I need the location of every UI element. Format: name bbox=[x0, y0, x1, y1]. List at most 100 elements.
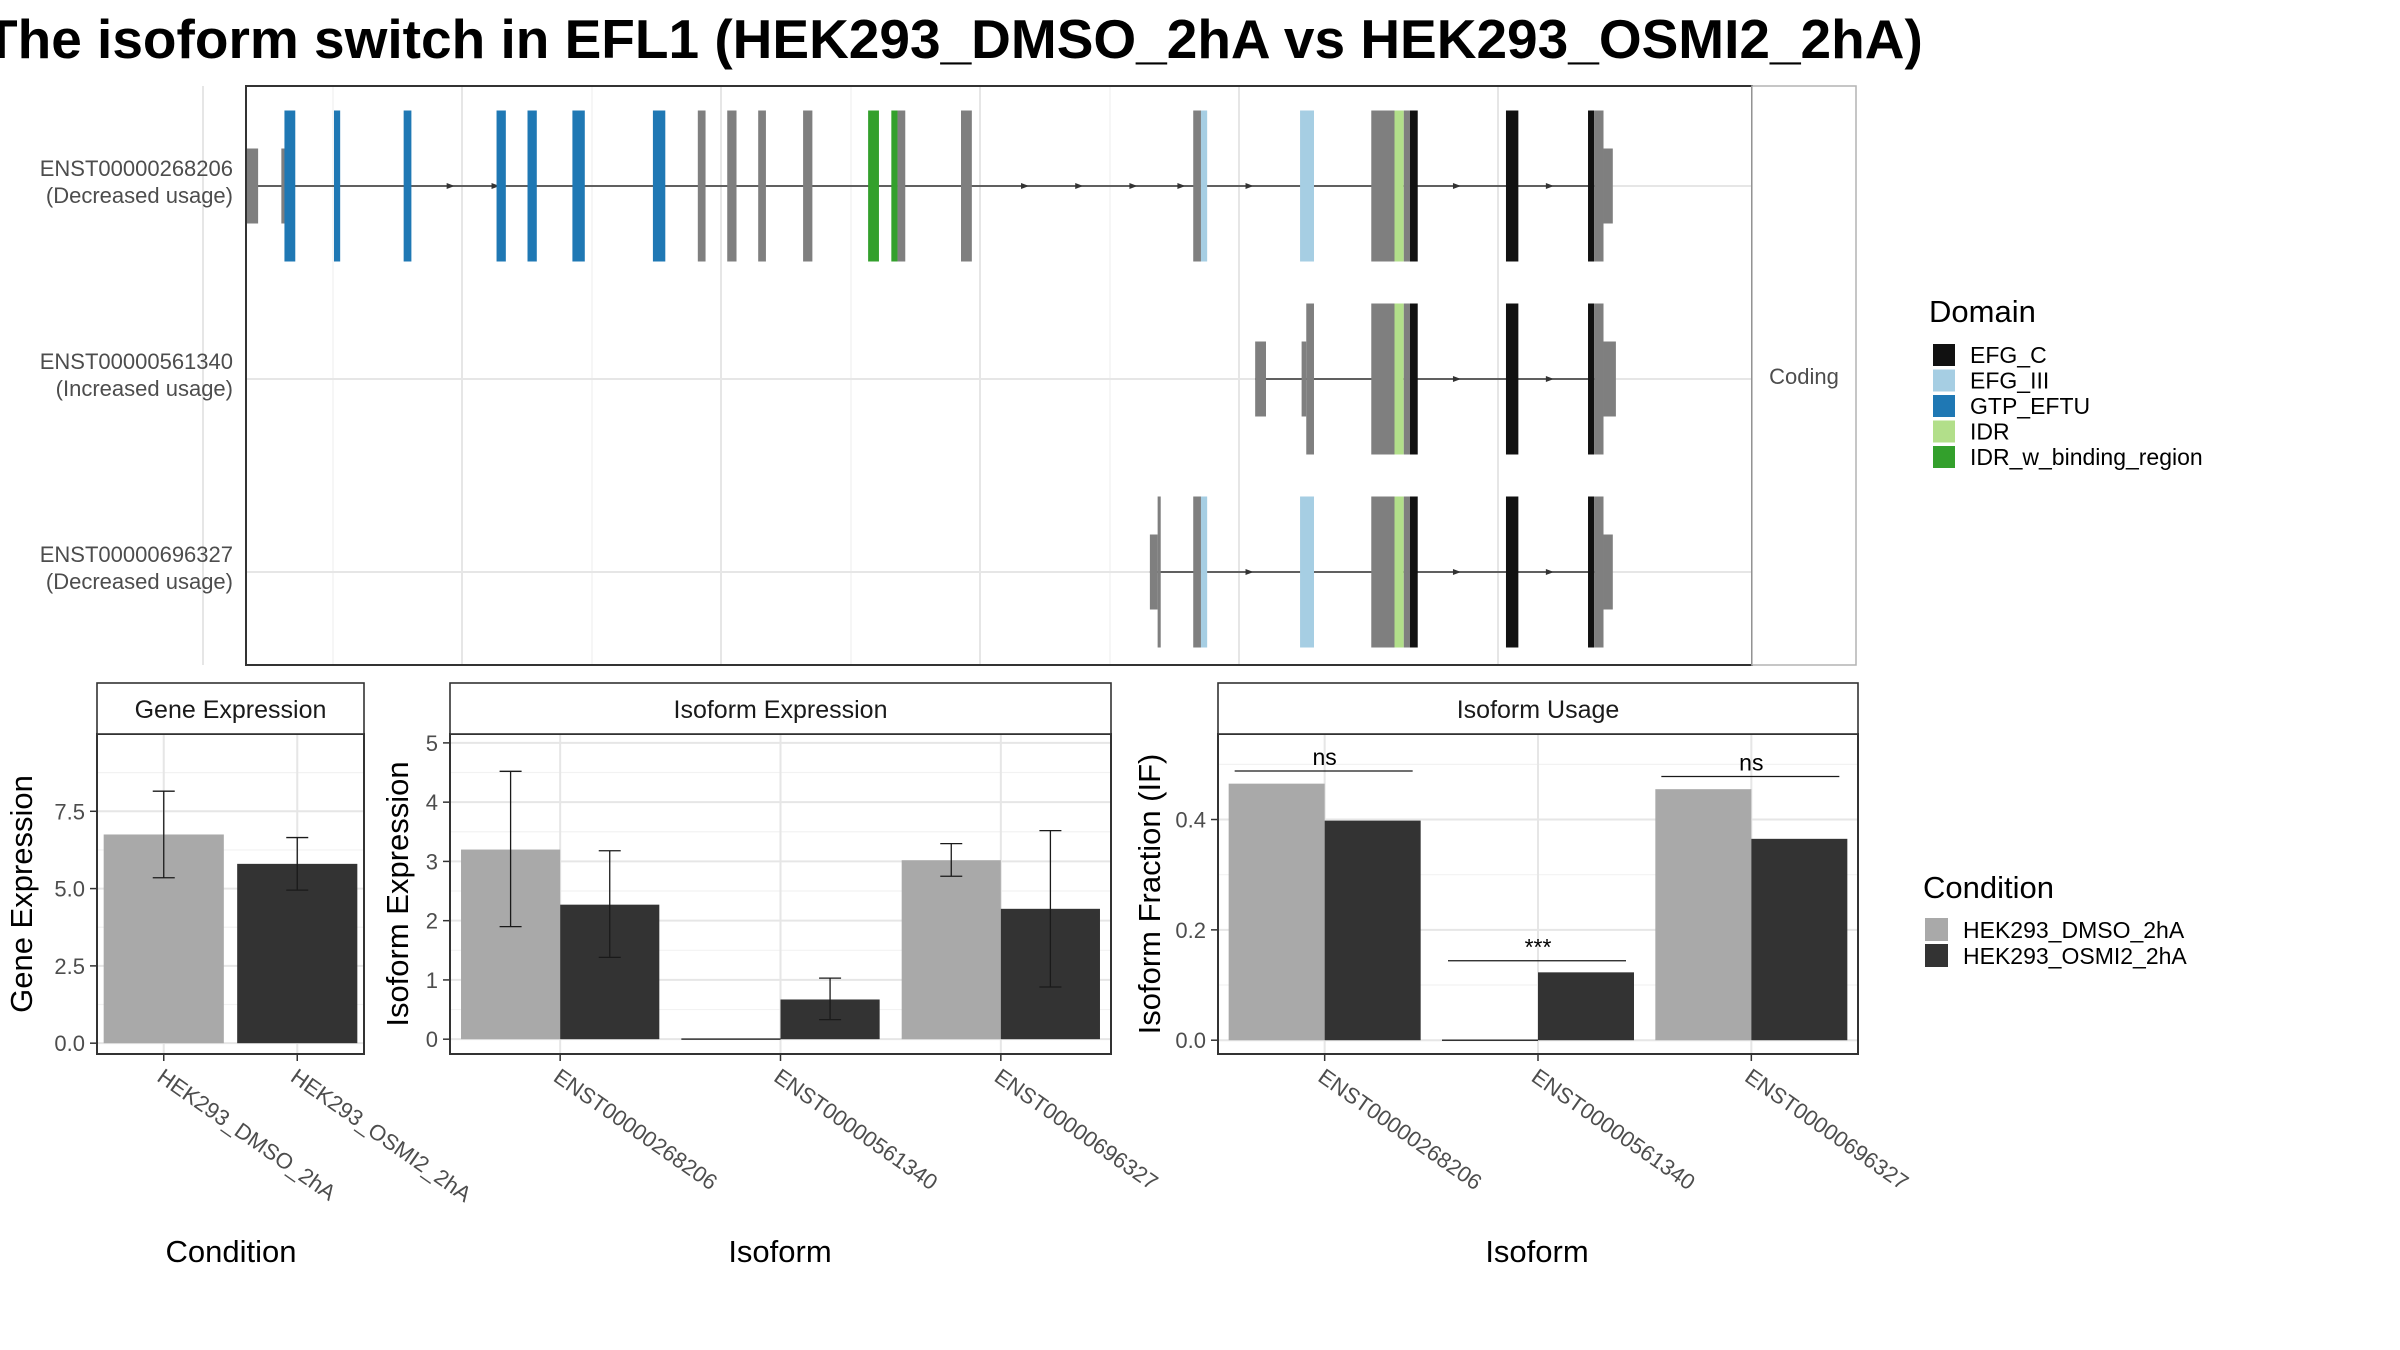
exon-block bbox=[1403, 496, 1410, 648]
domain-legend-label: IDR bbox=[1970, 419, 2010, 445]
exon-block bbox=[1403, 303, 1410, 455]
strand-arrow bbox=[1177, 183, 1186, 189]
structure-marks bbox=[245, 110, 1616, 648]
strand-arrow bbox=[1021, 183, 1030, 189]
exon-block bbox=[1603, 341, 1616, 417]
exon-block bbox=[1394, 303, 1404, 455]
exon-block bbox=[245, 148, 259, 224]
exon-block bbox=[1588, 303, 1595, 455]
exon-block bbox=[1300, 110, 1314, 262]
exon-block bbox=[1394, 496, 1404, 648]
significance-label: ns bbox=[1313, 744, 1337, 770]
domain-legend-key bbox=[1933, 395, 1955, 417]
exon-block bbox=[1409, 303, 1418, 455]
panel-strip-title: Isoform Expression bbox=[674, 696, 888, 724]
strand-arrow bbox=[446, 183, 455, 189]
exon-block bbox=[1193, 110, 1201, 262]
y-tick-label: 2.5 bbox=[54, 954, 85, 979]
transcript-id-label: ENST00000561340 bbox=[40, 349, 233, 374]
y-tick-label: 0.0 bbox=[54, 1031, 85, 1056]
y-axis-title: Gene Expression bbox=[4, 775, 39, 1013]
transcript-labels: ENST00000268206(Decreased usage)ENST0000… bbox=[40, 156, 233, 594]
exon-block bbox=[727, 110, 737, 262]
exon-block bbox=[1200, 110, 1208, 262]
strand-arrow bbox=[1245, 569, 1254, 575]
condition-legend-label: HEK293_OSMI2_2hA bbox=[1963, 943, 2187, 969]
exon-block bbox=[961, 110, 972, 262]
coding-strip-label: Coding bbox=[1769, 364, 1839, 389]
y-axis-title: Isoform Expression bbox=[380, 761, 415, 1026]
strand-arrow bbox=[1545, 569, 1554, 575]
strand-arrow bbox=[1245, 183, 1254, 189]
exon-block bbox=[1594, 496, 1604, 648]
exon-block bbox=[1588, 110, 1595, 262]
exon-block bbox=[1403, 110, 1410, 262]
y-tick-label: 4 bbox=[426, 790, 438, 815]
exon-block bbox=[496, 110, 506, 262]
exon-block bbox=[1588, 496, 1595, 648]
significance-label: *** bbox=[1525, 934, 1552, 960]
exon-block bbox=[1603, 534, 1613, 610]
exon-block bbox=[1200, 496, 1208, 648]
bar bbox=[1655, 789, 1752, 1041]
transcript-usage-label: (Decreased usage) bbox=[46, 183, 233, 208]
strand-arrow bbox=[1545, 183, 1554, 189]
condition-legend: Condition HEK293_DMSO_2hAHEK293_OSMI2_2h… bbox=[1923, 870, 2187, 969]
y-tick-label: 7.5 bbox=[54, 799, 85, 824]
exon-block bbox=[403, 110, 412, 262]
strand-arrow bbox=[1075, 183, 1084, 189]
exon-block bbox=[1371, 110, 1395, 262]
exon-block bbox=[1306, 303, 1314, 455]
y-tick-label: 0.0 bbox=[1175, 1028, 1206, 1053]
bar bbox=[1538, 972, 1634, 1041]
strand-arrow bbox=[1452, 183, 1461, 189]
transcript-usage-label: (Increased usage) bbox=[56, 376, 233, 401]
domain-legend-title: Domain bbox=[1929, 294, 2036, 329]
domain-legend-label: EFG_III bbox=[1970, 368, 2049, 394]
bar bbox=[1324, 820, 1421, 1041]
exon-block bbox=[891, 110, 898, 262]
coding-strip bbox=[1751, 85, 1857, 666]
exon-block bbox=[697, 110, 706, 262]
condition-legend-title: Condition bbox=[1923, 870, 2054, 905]
strand-arrow bbox=[491, 183, 500, 189]
x-axis-title: Condition bbox=[166, 1234, 297, 1269]
condition-legend-key bbox=[1925, 944, 1948, 967]
bar bbox=[237, 863, 358, 1044]
exon-block bbox=[1603, 148, 1613, 224]
exon-block bbox=[1371, 496, 1395, 648]
exon-block bbox=[1300, 496, 1314, 648]
exon-block bbox=[1594, 110, 1604, 262]
bar bbox=[1751, 838, 1848, 1041]
y-tick-label: 5 bbox=[426, 731, 438, 756]
bar bbox=[901, 860, 1001, 1040]
exon-block bbox=[527, 110, 537, 262]
panel-strip bbox=[96, 682, 365, 735]
transcript-structure-panel: Coding ENST00000268206(Decreased usage)E… bbox=[40, 85, 1857, 666]
exon-block bbox=[652, 110, 666, 262]
exon-block bbox=[758, 110, 766, 262]
exon-block bbox=[1409, 110, 1418, 262]
y-tick-label: 0.2 bbox=[1175, 918, 1206, 943]
exon-block bbox=[1149, 534, 1158, 610]
y-tick-label: 5.0 bbox=[54, 877, 85, 902]
exon-block bbox=[1505, 110, 1519, 262]
panel-strip-title: Isoform Usage bbox=[1457, 696, 1620, 724]
domain-legend: Domain EFG_CEFG_IIIGTP_EFTUIDRIDR_w_bind… bbox=[1929, 294, 2203, 470]
panel-strip bbox=[449, 682, 1112, 735]
panel-strip bbox=[1217, 682, 1859, 735]
exon-block bbox=[1193, 496, 1201, 648]
condition-legend-key bbox=[1925, 918, 1948, 941]
y-tick-label: 0 bbox=[426, 1027, 438, 1052]
strand-arrow bbox=[1452, 376, 1461, 382]
y-axis-title: Isoform Fraction (IF) bbox=[1132, 754, 1167, 1035]
exon-block bbox=[1301, 341, 1307, 417]
exon-block bbox=[868, 110, 879, 262]
domain-legend-key bbox=[1933, 446, 1955, 468]
x-axis-title: Isoform bbox=[1485, 1234, 1588, 1269]
figure-title: The isoform switch in EFL1 (HEK293_DMSO_… bbox=[0, 8, 1923, 70]
exon-block bbox=[1371, 303, 1395, 455]
y-tick-label: 3 bbox=[426, 849, 438, 874]
